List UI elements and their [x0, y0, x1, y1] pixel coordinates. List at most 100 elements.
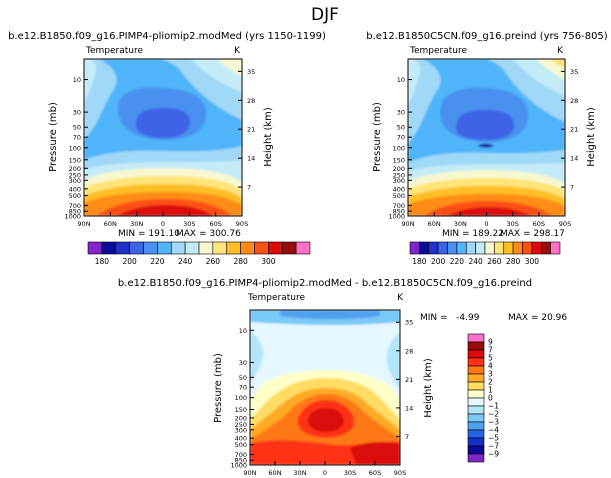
- colorbar-swatch: [467, 421, 485, 431]
- colorbar-label: 300: [525, 257, 540, 266]
- colorbar-swatch: [212, 241, 228, 255]
- pressure-tick-label: 100: [235, 394, 247, 402]
- panel-2-contour-field: [408, 59, 565, 216]
- colorbar-swatch: [428, 241, 439, 255]
- colorbar-swatch: [170, 241, 186, 255]
- latitude-tick-label: 30S: [506, 220, 518, 228]
- panel-1-title: b.e12.B1850.f09_g16.PIMP4-pliomip2.modMe…: [8, 31, 326, 42]
- colorbar-swatch: [467, 365, 485, 375]
- panel-3-title: b.e12.B1850.f09_g16.PIMP4-pliomip2.modMe…: [118, 278, 532, 289]
- colorbar-swatch: [467, 429, 485, 439]
- pressure-tick-label: 30: [239, 359, 247, 367]
- pressure-tick-label: 100: [69, 144, 81, 152]
- colorbar-swatch: [550, 241, 561, 255]
- colorbar-label: −2: [488, 410, 499, 419]
- pressure-tick-label: 10: [73, 76, 81, 84]
- pressure-tick-label: 300: [393, 177, 405, 185]
- colorbar-swatch: [475, 241, 486, 255]
- colorbar-label: 0: [488, 394, 493, 403]
- pressure-tick-label: 700: [393, 202, 405, 210]
- panel-2-max-value: MAX = 298.17: [500, 229, 565, 239]
- latitude-tick-label: 30S: [344, 469, 356, 477]
- colorbar-swatch: [467, 453, 485, 463]
- height-tick-label: 35: [247, 68, 255, 76]
- pressure-tick-label: 300: [235, 426, 247, 434]
- colorbar-swatch: [456, 241, 467, 255]
- pressure-tick-label: 100: [393, 144, 405, 152]
- latitude-tick-label: 30N: [293, 469, 306, 477]
- panel-3-contour-field: [250, 310, 400, 465]
- pressure-tick-label: 250: [235, 421, 247, 429]
- colorbar-label: 4: [488, 362, 493, 371]
- pressure-tick-label: 1000: [230, 462, 247, 470]
- pressure-tick-label: 500: [235, 441, 247, 449]
- panel-2-bottom-ticks: 90N 60N 30N 0 30S 60S 90S: [401, 212, 571, 228]
- colorbar-label: −1: [488, 402, 499, 411]
- panel-1-unit: K: [234, 46, 241, 56]
- latitude-tick-label: 30S: [183, 220, 195, 228]
- colorbar-label: 220: [150, 257, 165, 266]
- pressure-tick-label: 10: [239, 327, 247, 335]
- pressure-tick-label: 70: [239, 384, 247, 392]
- pressure-tick-label: 250: [393, 171, 405, 179]
- pressure-tick-label: 250: [69, 171, 81, 179]
- panel-3-min-value: MIN = -4.99: [420, 313, 480, 323]
- colorbar-label: 260: [206, 257, 221, 266]
- pressure-tick-label: 70: [397, 134, 405, 142]
- colorbar-swatch: [467, 389, 485, 399]
- panel-3-right-ticks: 35 28 21 14 7: [396, 319, 413, 441]
- height-tick-label: 28: [247, 97, 255, 105]
- height-tick-label: 14: [247, 155, 255, 163]
- colorbar-label: 2: [488, 378, 493, 387]
- panel-1-contour-field: [84, 59, 242, 216]
- colorbar-swatch: [465, 241, 476, 255]
- colorbar-label: 260: [487, 257, 502, 266]
- latitude-tick-label: 90N: [243, 469, 256, 477]
- panel-3-y-axis-label: Pressure (mb): [213, 353, 224, 423]
- colorbar-swatch: [419, 241, 430, 255]
- pressure-tick-label: 150: [69, 156, 81, 164]
- colorbar-swatch: [115, 241, 130, 255]
- colorbar-label: 9: [488, 338, 493, 347]
- colorbar-swatch: [437, 241, 448, 255]
- colorbar-label: 240: [468, 257, 483, 266]
- latitude-tick-label: 90N: [77, 220, 90, 228]
- pressure-tick-label: 700: [69, 202, 81, 210]
- latitude-tick-label: 30N: [454, 220, 467, 228]
- panel-3-unit: K: [397, 293, 404, 303]
- panel-2-title: b.e12.B1850C5CN.f09_g16.preind (yrs 756-…: [366, 31, 608, 42]
- colorbar-swatch: [467, 397, 485, 407]
- colorbar-label: 5: [488, 354, 493, 363]
- colorbar-swatch: [409, 241, 420, 255]
- panel-3-max-value: MAX = 20.96: [508, 313, 567, 323]
- height-tick-label: 21: [247, 126, 255, 134]
- pressure-tick-label: 150: [235, 406, 247, 414]
- panel-2-y-axis-right-label: Height (km): [586, 107, 597, 167]
- pressure-tick-label: 200: [69, 165, 81, 173]
- colorbar-swatch: [467, 349, 485, 359]
- pressure-tick-label: 850: [235, 457, 247, 465]
- latitude-tick-label: 0: [161, 220, 165, 228]
- pressure-tick-label: 1000: [388, 213, 405, 221]
- colorbar-swatch: [512, 241, 523, 255]
- pressure-tick-label: 500: [69, 192, 81, 200]
- colorbar-swatch: [268, 241, 283, 255]
- height-tick-label: 35: [405, 319, 413, 327]
- colorbar-swatch: [184, 241, 200, 255]
- latitude-tick-label: 90N: [401, 220, 414, 228]
- colorbar-label: −5: [488, 434, 499, 443]
- colorbar-label: 7: [488, 346, 493, 355]
- colorbar-label: 240: [178, 257, 193, 266]
- pressure-tick-label: 50: [73, 124, 81, 132]
- pressure-tick-label: 400: [235, 435, 247, 443]
- height-tick-label: 7: [405, 433, 409, 441]
- colorbar-swatch: [87, 241, 103, 255]
- panel-3-variable: Temperature: [247, 293, 305, 303]
- pressure-tick-label: 50: [397, 124, 405, 132]
- latitude-tick-label: 90S: [559, 220, 571, 228]
- panel-2-variable: Temperature: [409, 46, 467, 56]
- pressure-tick-label: 500: [393, 192, 405, 200]
- colorbar-swatch: [484, 241, 495, 255]
